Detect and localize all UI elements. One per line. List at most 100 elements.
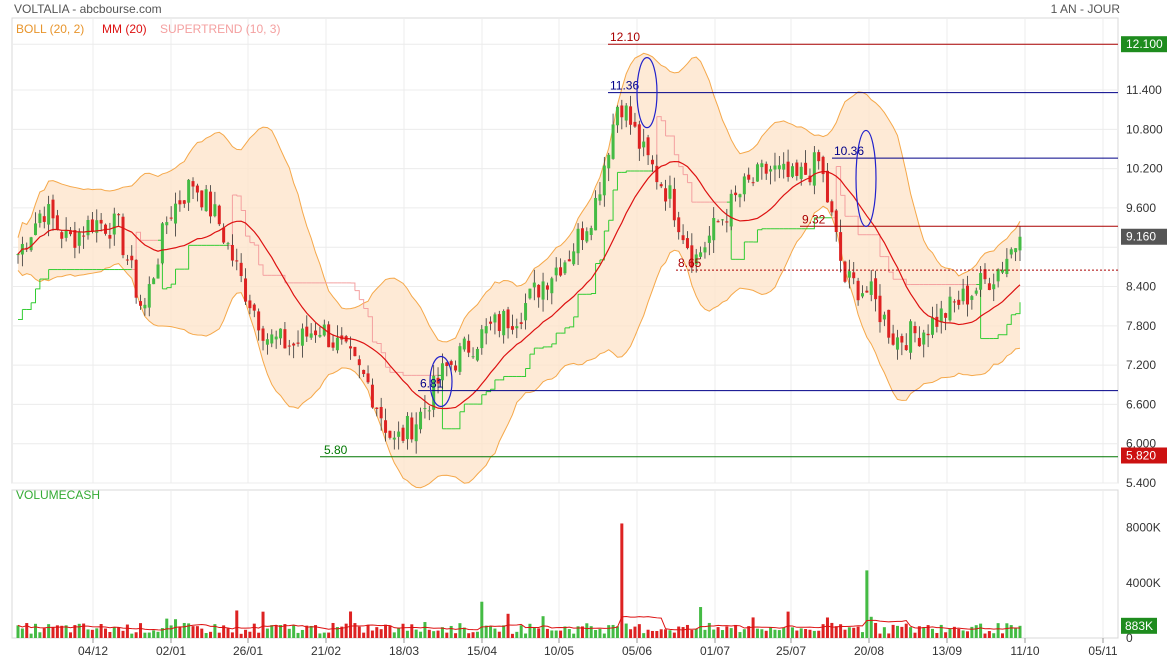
candle-body (423, 408, 427, 410)
volume-bar (169, 625, 173, 638)
candle-body (515, 326, 519, 329)
supertrend-segment (683, 174, 688, 183)
candle-body (882, 314, 886, 320)
volume-bar (252, 623, 256, 638)
supertrend-segment (26, 302, 32, 310)
candle-body (130, 255, 134, 261)
candle-body (786, 161, 790, 178)
supertrend-segment (354, 290, 360, 300)
candle-body (112, 213, 116, 235)
candle-body (427, 410, 431, 412)
moving-average-20 (17, 160, 1021, 410)
volume-bar (843, 629, 847, 638)
volume-bar (909, 627, 913, 638)
candle-body (318, 334, 322, 337)
candle-body (847, 271, 851, 278)
volume-bar (261, 611, 265, 638)
supertrend-segment (455, 411, 461, 430)
volume-bar (554, 630, 558, 638)
supertrend-segment (486, 389, 492, 393)
volume-bar (318, 633, 322, 638)
volume-tick-label: 0 (1126, 631, 1133, 645)
candle-body (755, 164, 759, 182)
supertrend-segment (604, 220, 610, 232)
candle-body (987, 283, 991, 291)
supertrend-segment (547, 343, 553, 348)
candle-body (887, 309, 891, 338)
candle-body (375, 407, 379, 410)
volume-bar (703, 629, 707, 638)
volume-bar (265, 628, 269, 638)
candle-body (839, 232, 843, 261)
volume-bar (541, 616, 545, 638)
volume-bar (467, 633, 471, 638)
supertrend-segment (853, 215, 859, 235)
candle-body (265, 339, 269, 345)
candle-body (174, 203, 178, 224)
candle-body (602, 165, 606, 196)
volume-bar (86, 629, 90, 638)
volume-bar (134, 632, 138, 638)
supertrend-segment (241, 210, 247, 237)
volume-bar (366, 624, 370, 638)
candle-body (624, 105, 628, 121)
candle-body (572, 251, 576, 265)
volume-bar (996, 623, 1000, 638)
supertrend-segment (608, 189, 614, 221)
volume-bar (462, 627, 466, 638)
x-tick-label: 04/12 (78, 644, 108, 658)
volume-bar (992, 633, 996, 638)
candle-body (957, 299, 961, 305)
supertrend-segment (521, 368, 527, 377)
candle-body (944, 313, 948, 318)
volume-bar (672, 632, 676, 638)
candle-body (961, 288, 965, 302)
candle-body (296, 342, 300, 344)
supertrend-segment (184, 245, 190, 270)
y-tick-label: 8.400 (1126, 280, 1156, 294)
volume-bar (440, 627, 444, 638)
volume-bar (392, 632, 396, 638)
volume-bar (309, 625, 313, 638)
candle-body (664, 188, 668, 202)
volume-bar (1005, 623, 1009, 638)
candle-body (860, 293, 864, 297)
supertrend-segment (993, 334, 999, 340)
legend-supertrend: SUPERTREND (10, 3) (160, 22, 280, 36)
candle-body (292, 343, 296, 346)
candle-body (191, 181, 195, 187)
candle-body (392, 437, 396, 440)
volume-bar (480, 601, 484, 638)
volume-bar (454, 633, 458, 638)
candle-body (506, 309, 510, 329)
candle-body (790, 166, 794, 177)
volume-bar (1000, 633, 1004, 638)
candle-body (82, 235, 86, 237)
supertrend-segment (599, 231, 605, 261)
volume-bar (471, 632, 475, 638)
volume-bar (257, 632, 261, 638)
volume-bar (432, 631, 436, 638)
candle-body (1018, 236, 1022, 251)
volume-bar (405, 630, 409, 638)
candle-body (554, 267, 558, 276)
candle-body (795, 162, 799, 176)
candle-body (484, 326, 488, 334)
supertrend-segment (569, 316, 575, 328)
volume-bar (777, 630, 781, 638)
annotation-label: 10.36 (834, 144, 864, 158)
candle-body (677, 217, 681, 233)
candle-body (821, 156, 825, 175)
volume-bar (300, 629, 304, 638)
candle-body (73, 230, 77, 248)
volume-bar (965, 631, 969, 638)
volume-bar (156, 631, 160, 638)
candle-body (672, 188, 676, 221)
volume-bar (222, 625, 226, 638)
candle-body (69, 231, 73, 235)
candle-body (160, 223, 164, 264)
candle-body (992, 284, 996, 290)
candle-body (217, 205, 221, 225)
candle-body (187, 179, 191, 203)
volume-bar (427, 629, 431, 638)
